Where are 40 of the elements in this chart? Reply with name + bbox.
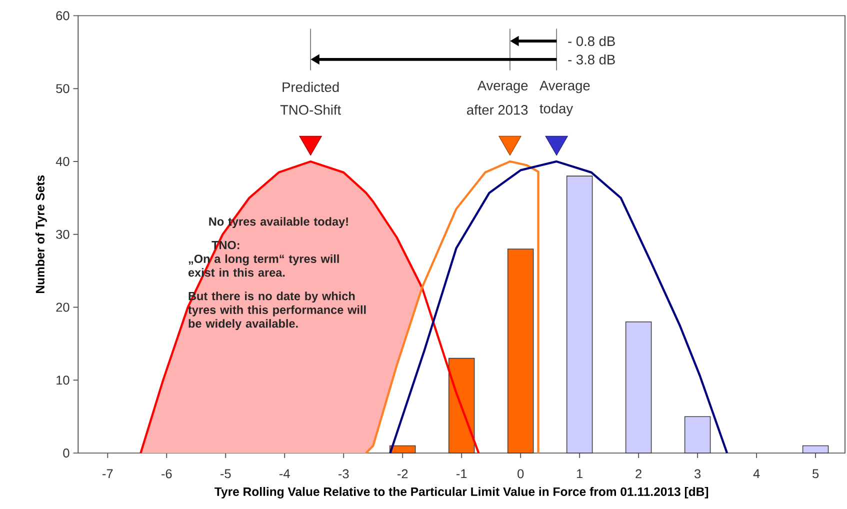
y-tick-label: 40	[56, 156, 70, 166]
annotation: Average	[477, 80, 528, 94]
bar	[684, 416, 711, 454]
x-tick-label: -4	[280, 469, 290, 478]
y-tick-label: 60	[56, 11, 70, 20]
annotation: - 3.8 dB	[568, 54, 615, 64]
line-series	[364, 160, 540, 454]
bar	[802, 445, 829, 454]
x-tick-label: -5	[220, 469, 231, 478]
bar	[448, 358, 475, 454]
y-tick-label: 10	[56, 376, 70, 385]
annotation: Predicted	[282, 82, 339, 92]
x-tick-label: -3	[338, 469, 349, 478]
x-tick-label: 1	[576, 469, 582, 478]
x-tick-label: -1	[456, 469, 467, 478]
line-series	[140, 160, 480, 454]
x-tick-label: 3	[694, 469, 701, 478]
annotation: today	[540, 103, 574, 116]
x-tick-label: 2	[636, 469, 642, 478]
y-axis-title: Number of Tyre Sets	[35, 175, 47, 294]
annotation: - 0.8 dB	[568, 36, 615, 46]
bar	[389, 445, 416, 454]
y-tick-label: 50	[56, 84, 70, 94]
y-tick-label: 0	[63, 448, 70, 458]
x-tick-label: -6	[162, 469, 172, 478]
x-tick-label: 0	[518, 469, 524, 478]
y-tick-label: 20	[56, 302, 70, 312]
annotation: Average	[539, 80, 590, 94]
x-tick-label: -7	[102, 469, 113, 478]
y-tick-label: 30	[56, 230, 70, 239]
annotation: TNO-Shift	[280, 104, 341, 115]
x-tick-label: 4	[753, 469, 760, 478]
x-tick-label: -2	[397, 469, 408, 478]
line-series	[389, 160, 728, 454]
bar	[566, 176, 593, 454]
x-axis-title: Tyre Rolling Value Relative to the Particular Limit Value in Force from 01.11.2013 [dB]	[214, 487, 708, 498]
bar	[625, 321, 652, 454]
x-tick-label: 5	[812, 469, 819, 478]
bar	[507, 248, 534, 454]
annotation: after 2013	[467, 104, 528, 115]
